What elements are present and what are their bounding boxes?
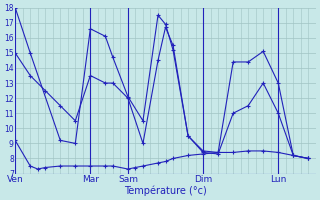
- X-axis label: Température (°c): Température (°c): [124, 185, 207, 196]
